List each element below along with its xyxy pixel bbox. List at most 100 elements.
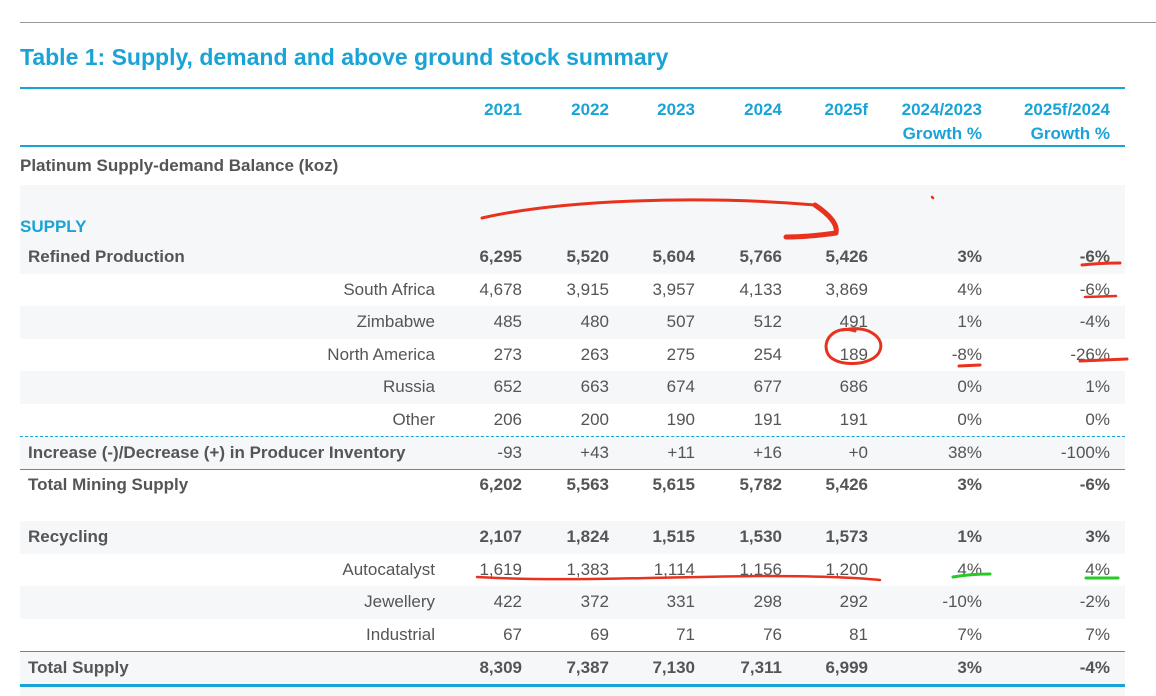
cell-2022: 5,563 xyxy=(566,475,609,495)
cell-2025f: 81 xyxy=(849,624,868,644)
cell-2024: 1,530 xyxy=(739,527,782,547)
cell-2021: 2,107 xyxy=(479,527,522,547)
cell-2022: 480 xyxy=(580,312,609,332)
header-col-line2: Growth % xyxy=(902,124,982,143)
section-title: Platinum Supply-demand Balance (koz) xyxy=(20,156,339,175)
cell-2023: 331 xyxy=(666,592,695,612)
cell-growth-2024-2023: 4% xyxy=(957,279,982,299)
cell-growth-2024-2023: 3% xyxy=(957,475,982,495)
row-gap xyxy=(20,501,1125,521)
cell-2022: 3,915 xyxy=(566,279,609,299)
cell-2022: 1,383 xyxy=(566,559,609,579)
cell-2025f: 1,200 xyxy=(825,559,868,579)
cell-2023: 5,604 xyxy=(652,247,695,267)
header-col-2022: 2022 xyxy=(571,98,609,122)
cell-2022: 69 xyxy=(590,624,609,644)
cell-2021: 6,202 xyxy=(479,475,522,495)
cell-2024: 76 xyxy=(763,624,782,644)
header-col-line1: 2024 xyxy=(744,100,782,119)
cell-2021: 422 xyxy=(493,592,522,612)
table-row: Total Mining Supply 6,202 5,563 5,615 5,782 5… xyxy=(20,468,1125,502)
cell-2021: 273 xyxy=(493,344,522,364)
table-row: Jewellery 422 372 331 298 292 -10% -2% xyxy=(20,586,1125,619)
table-row: Refined Production 6,295 5,520 5,604 5,766 5,… xyxy=(20,241,1125,274)
cell-2024: 7,311 xyxy=(740,657,782,677)
cell-2025f: 189 xyxy=(839,344,868,364)
row-label: Increase (-)/Decrease (+) in Producer In… xyxy=(28,442,406,462)
header-col-line1: 2025f/2024 xyxy=(1023,100,1110,119)
header-col-growth-2025f-2024: 2025f/2024 Growth % xyxy=(1024,98,1110,146)
cell-2022: 663 xyxy=(580,377,609,397)
row-label: Total Supply xyxy=(28,657,129,677)
cell-2025f: 3,869 xyxy=(825,279,868,299)
header-col-2023: 2023 xyxy=(657,98,695,122)
cell-2025f: 5,426 xyxy=(825,475,868,495)
cell-2025f: 1,573 xyxy=(825,527,868,547)
row-label: Total Mining Supply xyxy=(28,475,189,495)
cell-growth-2024-2023: -10% xyxy=(942,592,982,612)
cell-2023: 5,615 xyxy=(652,475,695,495)
row-label: South Africa xyxy=(343,279,435,299)
cell-2025f: 6,999 xyxy=(825,657,868,677)
table-row: Increase (-)/Decrease (+) in Producer In… xyxy=(20,436,1125,469)
cell-growth-2025f-2024: -4% xyxy=(1079,312,1110,332)
table-row: Other 206 200 190 191 191 0% 0% xyxy=(20,404,1125,437)
cell-growth-2025f-2024: -100% xyxy=(1060,442,1110,462)
header-col-line1: 2024/2023 xyxy=(901,100,982,119)
cell-2022: 372 xyxy=(580,592,609,612)
cell-growth-2024-2023: 7% xyxy=(957,624,982,644)
cell-2023: 3,957 xyxy=(652,279,695,299)
cell-2022: 263 xyxy=(580,344,609,364)
cell-2022: 200 xyxy=(580,409,609,429)
row-label: Russia xyxy=(383,377,435,397)
cell-2023: 507 xyxy=(666,312,695,332)
header-col-2024: 2024 xyxy=(744,98,782,122)
table-body: Refined Production 6,295 5,520 5,604 5,766 5,… xyxy=(20,241,1125,684)
cell-growth-2024-2023: 1% xyxy=(957,527,982,547)
cell-growth-2025f-2024: 7% xyxy=(1085,624,1110,644)
table-row: Total Supply 8,309 7,387 7,130 7,311 6,999 3% -… xyxy=(20,651,1125,684)
row-label: Other xyxy=(392,409,435,429)
cell-2025f: 686 xyxy=(839,377,868,397)
cell-growth-2024-2023: 3% xyxy=(957,247,982,267)
cell-growth-2025f-2024: 1% xyxy=(1085,377,1110,397)
cell-2024: 5,782 xyxy=(739,475,782,495)
cell-2023: +11 xyxy=(667,442,695,462)
header-col-growth-2024-2023: 2024/2023 Growth % xyxy=(902,98,982,146)
row-label: Autocatalyst xyxy=(342,559,435,579)
cell-2023: 190 xyxy=(666,409,695,429)
row-label: Zimbabwe xyxy=(356,312,435,332)
table-row: North America 273 263 275 254 189 -8% -26% xyxy=(20,339,1125,372)
cell-2025f: 5,426 xyxy=(825,247,868,267)
table-row: South Africa 4,678 3,915 3,957 4,133 3,869 4% -… xyxy=(20,274,1125,307)
cell-2024: 677 xyxy=(753,377,782,397)
cell-2021: 4,678 xyxy=(479,279,522,299)
table-top-rule xyxy=(20,87,1125,89)
top-divider xyxy=(20,22,1156,23)
cell-2021: 652 xyxy=(493,377,522,397)
cell-2024: 298 xyxy=(753,592,782,612)
table-row: Industrial 67 69 71 76 81 7% 7% xyxy=(20,619,1125,652)
cell-2021: 206 xyxy=(493,409,522,429)
table-footer-shade xyxy=(20,686,1125,696)
cell-growth-2024-2023: 4% xyxy=(957,559,982,579)
table-bottom-rule xyxy=(20,683,1125,687)
header-col-line1: 2022 xyxy=(571,100,609,119)
cell-2023: 674 xyxy=(666,377,695,397)
cell-2025f: 292 xyxy=(839,592,868,612)
cell-2021: 1,619 xyxy=(479,559,522,579)
cell-2025f: 191 xyxy=(839,409,868,429)
cell-2024: 512 xyxy=(753,312,782,332)
cell-2021: -93 xyxy=(497,442,522,462)
cell-growth-2025f-2024: -2% xyxy=(1079,592,1110,612)
row-label: Refined Production xyxy=(28,247,185,267)
cell-growth-2025f-2024: 0% xyxy=(1085,409,1110,429)
cell-2021: 485 xyxy=(493,312,522,332)
cell-2021: 67 xyxy=(503,624,522,644)
cell-2021: 8,309 xyxy=(479,657,522,677)
cell-2025f: 491 xyxy=(839,312,868,332)
cell-2023: 1,515 xyxy=(652,527,695,547)
row-label: North America xyxy=(327,344,435,364)
cell-2023: 1,114 xyxy=(653,559,695,579)
cell-2021: 6,295 xyxy=(479,247,522,267)
